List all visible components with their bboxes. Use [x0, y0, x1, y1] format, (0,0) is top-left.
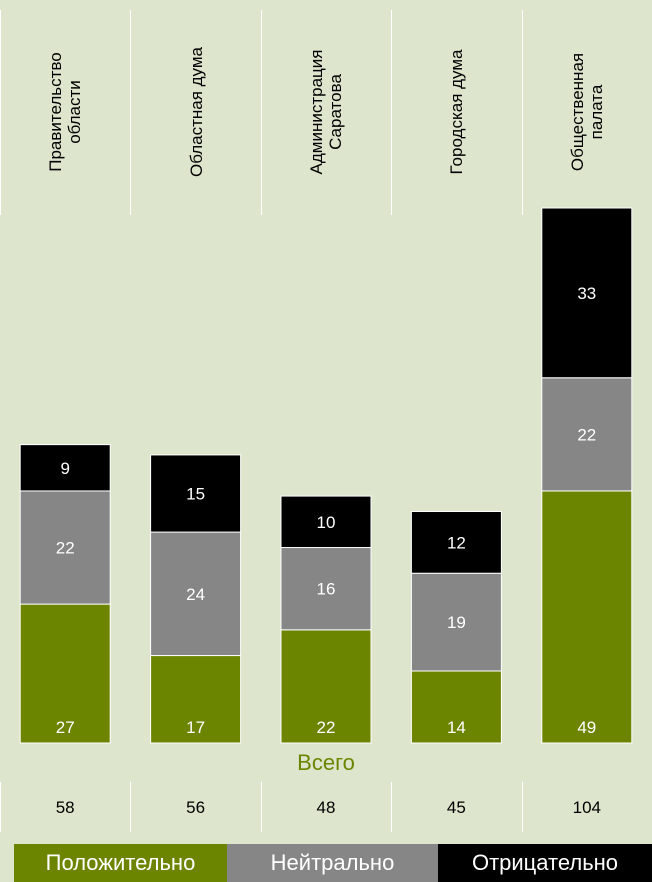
category-label-2: Администрация Саратова	[307, 49, 345, 175]
bar-segment-1-2	[150, 454, 242, 533]
total-value-3: 45	[446, 798, 466, 817]
legend-item-2: Отрицательно	[438, 844, 652, 882]
bar-segment-2-2	[280, 495, 372, 549]
data-label-1-1: 24	[186, 585, 205, 604]
bar-segment-4-2	[541, 207, 633, 379]
gridlines	[0, 10, 523, 832]
data-label-4-0: 49	[577, 718, 596, 737]
legend-item-1: Нейтрально	[227, 844, 438, 882]
total-value-4: 104	[572, 798, 601, 817]
category-label-0: Правительство области	[46, 52, 85, 172]
totals-title: Всего	[297, 750, 355, 775]
data-label-2-2: 10	[317, 513, 336, 532]
bar-segment-3-2	[410, 511, 502, 574]
bar-segment-3-0	[410, 670, 502, 744]
bar-segment-4-1	[541, 377, 633, 492]
data-label-4-1: 22	[577, 425, 596, 444]
category-label-4: Общественная палата	[567, 52, 606, 172]
legend-item-0: Положительно	[14, 844, 227, 882]
data-label-3-2: 12	[447, 533, 466, 552]
data-label-4-2: 33	[577, 284, 596, 303]
data-label-1-0: 17	[186, 718, 205, 737]
total-value-0: 58	[55, 798, 75, 817]
bar-segment-2-0	[280, 629, 372, 744]
total-value-1: 56	[186, 798, 206, 817]
data-label-2-0: 22	[317, 718, 336, 737]
category-label-3: Городская дума	[446, 49, 466, 175]
category-label-1: Областная дума	[186, 47, 206, 177]
bar-segment-4-0	[541, 490, 633, 744]
total-value-2: 48	[316, 798, 336, 817]
data-label-0-0: 27	[56, 718, 75, 737]
data-label-2-1: 16	[317, 580, 336, 599]
data-label-0-2: 9	[60, 459, 69, 478]
bar-segment-2-1	[280, 547, 372, 631]
bar-segment-3-1	[410, 572, 502, 672]
bar-segment-0-1	[19, 490, 111, 605]
data-label-3-1: 19	[447, 613, 466, 632]
data-label-3-0: 14	[447, 718, 466, 737]
data-label-1-2: 15	[186, 485, 205, 504]
data-label-0-1: 22	[56, 539, 75, 558]
bars: 27 22 9 17 24 15 22 16 10 14 19 12 49 22 33	[19, 207, 633, 744]
bar-segment-0-2	[19, 444, 111, 492]
